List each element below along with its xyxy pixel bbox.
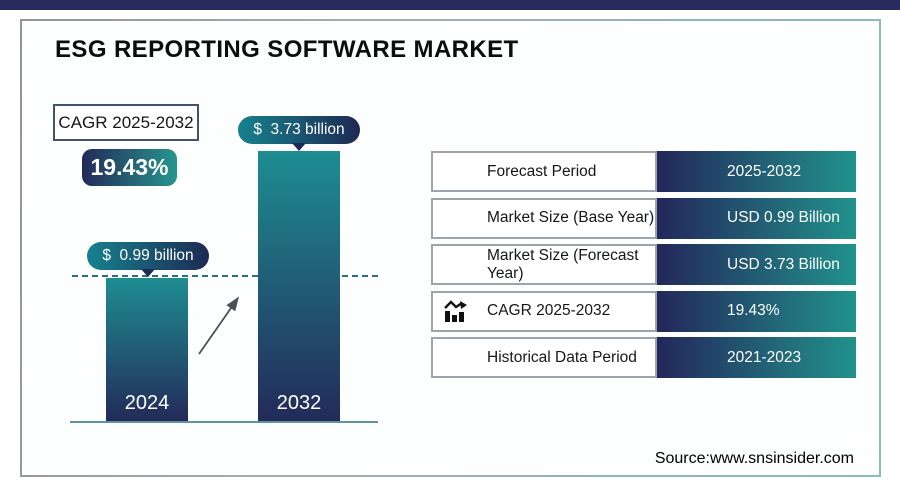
- cagr-period-label: CAGR 2025-2032: [58, 112, 194, 132]
- page-title: ESG REPORTING SOFTWARE MARKET: [55, 36, 519, 63]
- table-label-cell: Market Size (Base Year): [431, 197, 657, 239]
- table-value-cell: 2021-2023: [657, 337, 856, 378]
- table-row-label: Forecast Period: [487, 162, 597, 180]
- cagr-value-badge: 19.43%: [82, 149, 177, 186]
- table-row-label: Historical Data Period: [487, 348, 637, 366]
- table-row-label: Market Size (Base Year): [487, 209, 655, 226]
- baseline-dashed-line: [72, 275, 378, 277]
- table-row: Market Size (Base Year) USD 0.99 Billion: [431, 197, 856, 239]
- bar-2024: 2024: [106, 278, 188, 422]
- growth-arrow-icon: [198, 296, 240, 355]
- table-label-cell: Market Size (Forecast Year): [431, 244, 657, 285]
- bar-2032: 2032: [258, 151, 340, 422]
- table-row: Historical Data Period 2021-2023: [431, 337, 856, 378]
- table-value-cell: 19.43%: [657, 290, 856, 332]
- bar-chart-trend-icon: [443, 299, 469, 323]
- value-callout-2024: $ 0.99 billion: [87, 242, 209, 270]
- table-row: CAGR 2025-2032 19.43%: [431, 290, 856, 332]
- table-row: Forecast Period 2025-2032: [431, 151, 856, 192]
- table-label-cell: Historical Data Period: [431, 337, 657, 378]
- summary-table: Forecast Period 2025-2032 Market Size (B…: [431, 151, 856, 378]
- table-row: Market Size (Forecast Year) USD 3.73 Bil…: [431, 244, 856, 285]
- table-label-cell: Forecast Period: [431, 151, 657, 192]
- table-row-label: Market Size (Forecast Year): [487, 246, 639, 282]
- bar-2032-year-label: 2032: [276, 392, 322, 414]
- bar-2024-year-label: 2024: [124, 392, 170, 414]
- x-axis-line: [70, 421, 378, 423]
- table-row-label: CAGR 2025-2032: [487, 302, 611, 319]
- table-label-cell: CAGR 2025-2032: [431, 290, 657, 332]
- cagr-period-box: CAGR 2025-2032: [53, 104, 199, 141]
- table-value-cell: 2025-2032: [657, 151, 856, 192]
- table-value-cell: USD 0.99 Billion: [657, 197, 856, 239]
- top-accent-bar: [0, 0, 900, 10]
- source-text: Source:www.snsinsider.com: [654, 450, 854, 467]
- table-value-cell: USD 3.73 Billion: [657, 244, 856, 285]
- value-callout-2032: $ 3.73 billion: [238, 116, 360, 144]
